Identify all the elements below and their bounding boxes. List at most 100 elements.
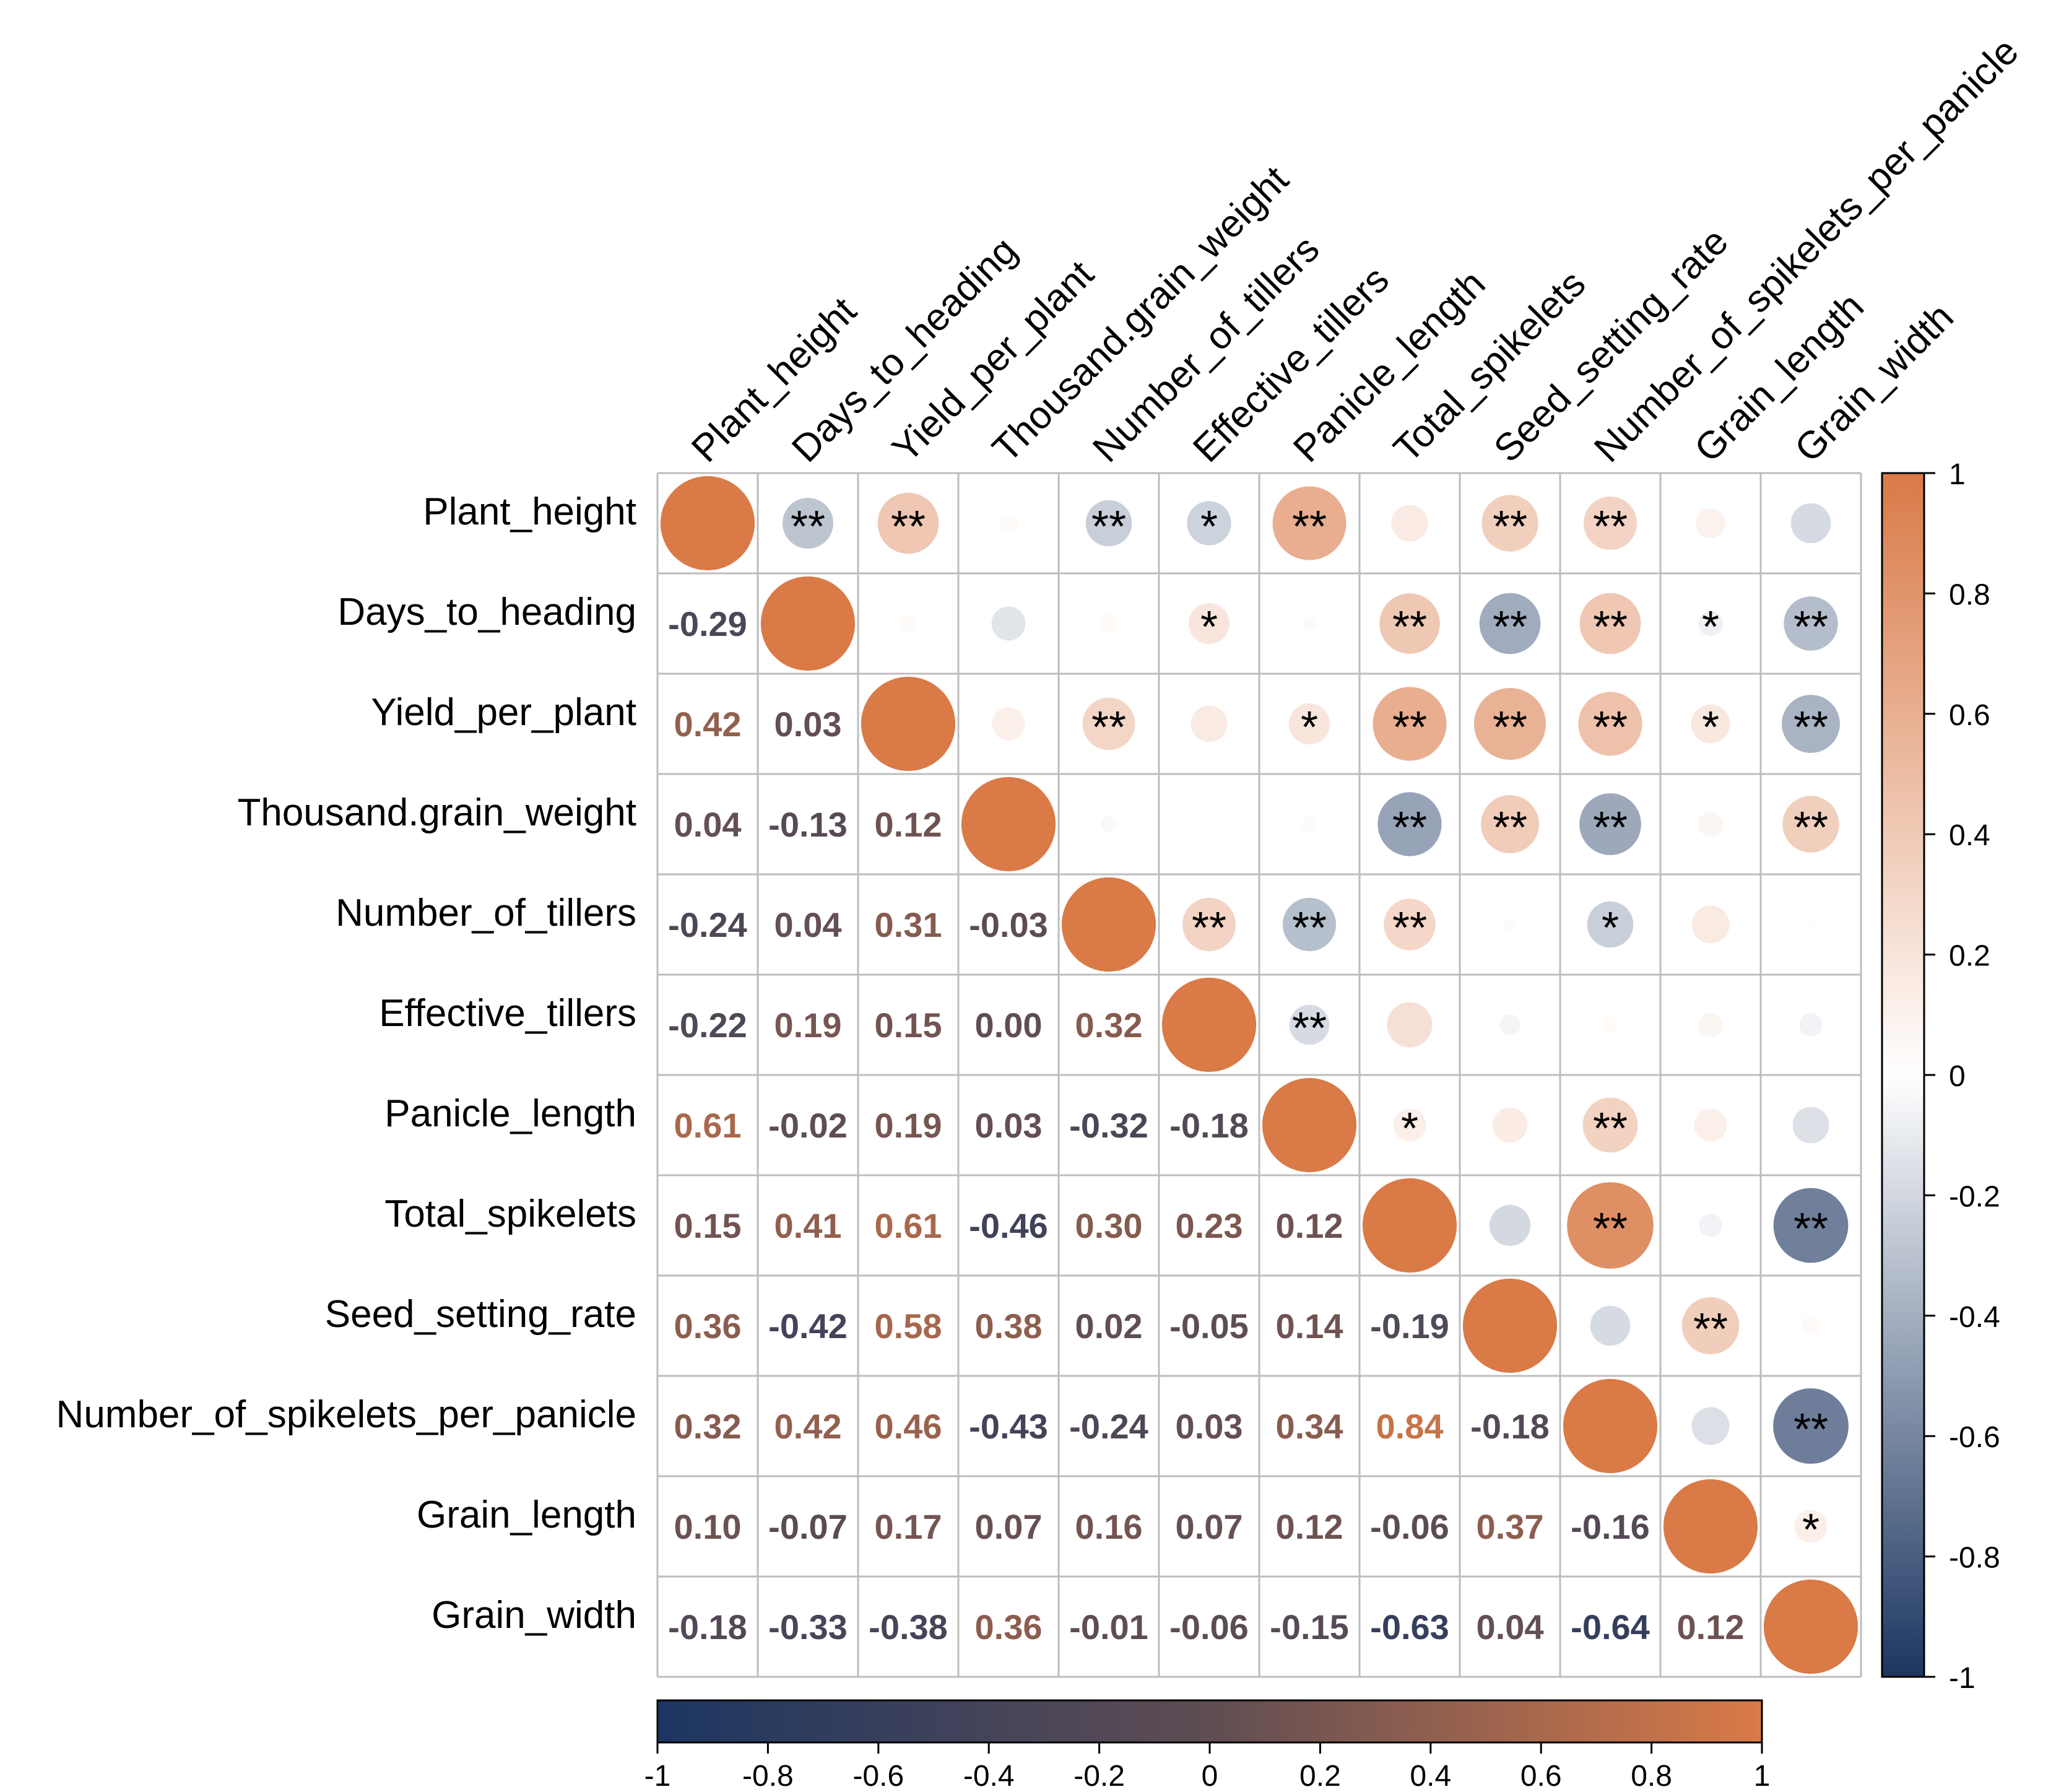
row-label: Days_to_heading bbox=[337, 591, 636, 633]
corr-value-Panicle_length-Days_to_heading: -0.02 bbox=[768, 1106, 848, 1145]
significance-mark: * bbox=[1702, 703, 1719, 752]
corr-value-Thousand.grain_weight-Plant_height: 0.04 bbox=[674, 805, 742, 844]
corr-circle-Effective_tillers-Total_spikelets bbox=[1387, 1002, 1433, 1048]
corr-value-Seed_setting_rate-Days_to_heading: -0.42 bbox=[768, 1307, 848, 1346]
corr-value-Grain_length-Panicle_length: 0.12 bbox=[1276, 1507, 1343, 1546]
corr-circle-Effective_tillers-Grain_length bbox=[1698, 1012, 1724, 1038]
corr-value-Total_spikelets-Days_to_heading: 0.41 bbox=[774, 1206, 842, 1245]
corr-circle-Seed_setting_rate-Number_of_spikelets_per_panicle bbox=[1590, 1305, 1631, 1346]
corr-value-Yield_per_plant-Plant_height: 0.42 bbox=[674, 705, 742, 744]
corr-value-Number_of_tillers-Thousand.grain_weight: -0.03 bbox=[969, 905, 1048, 944]
corr-circle-Effective_tillers-Seed_setting_rate bbox=[1499, 1014, 1520, 1035]
corr-value-Effective_tillers-Plant_height: -0.22 bbox=[668, 1006, 747, 1045]
row-label: Plant_height bbox=[423, 490, 636, 533]
colorbar-right-gradient bbox=[1881, 472, 1925, 1678]
corr-circle-Grain_length-Grain_length bbox=[1663, 1479, 1758, 1574]
colorbar-bottom-tick-label: 0 bbox=[1202, 1760, 1218, 1792]
significance-mark: * bbox=[1401, 1104, 1418, 1154]
colorbar-right-tick-label: 0.6 bbox=[1949, 699, 1990, 732]
colorbar-right-tick-label: -0.6 bbox=[1949, 1421, 2000, 1454]
row-label: Number_of_spikelets_per_panicle bbox=[56, 1393, 636, 1436]
corr-circle-Plant_height-Plant_height bbox=[660, 476, 755, 571]
corr-circle-Number_of_tillers-Grain_length bbox=[1691, 905, 1730, 944]
corr-circle-Thousand.grain_weight-Thousand.grain_weight bbox=[961, 776, 1056, 872]
corr-value-Grain_width-Days_to_heading: -0.33 bbox=[768, 1607, 848, 1646]
significance-mark: ** bbox=[1794, 1405, 1828, 1455]
significance-mark: ** bbox=[1593, 602, 1628, 652]
corr-circle-Plant_height-Number_of_spikelets_per_panicle bbox=[1583, 496, 1637, 550]
corr-value-Number_of_spikelets_per_panicle-Seed_setting_rate: -0.18 bbox=[1470, 1407, 1550, 1446]
corr-value-Panicle_length-Plant_height: 0.61 bbox=[674, 1106, 742, 1145]
corr-value-Total_spikelets-Effective_tillers: 0.23 bbox=[1176, 1206, 1243, 1245]
corr-circle-Seed_setting_rate-Seed_setting_rate bbox=[1462, 1278, 1558, 1373]
corr-value-Grain_width-Thousand.grain_weight: 0.36 bbox=[975, 1607, 1043, 1646]
row-label: Total_spikelets bbox=[384, 1193, 636, 1235]
corr-value-Seed_setting_rate-Thousand.grain_weight: 0.38 bbox=[975, 1307, 1043, 1346]
corr-circle-Thousand.grain_weight-Number_of_spikelets_per_panicle bbox=[1579, 793, 1641, 855]
corr-value-Seed_setting_rate-Yield_per_plant: 0.58 bbox=[875, 1307, 942, 1346]
significance-mark: * bbox=[1602, 903, 1619, 953]
matrix-marks: ** ** ** * ** ** **-0.29 * ** ** ** * **0.42 0.03 ** * *… bbox=[660, 476, 1859, 1674]
colorbar-right-tick-label: -0.4 bbox=[1949, 1301, 2000, 1334]
colorbar-right-tick-label: 0 bbox=[1949, 1060, 1966, 1093]
colorbar-right-tick-label: 0.4 bbox=[1949, 819, 1990, 852]
corr-value-Number_of_tillers-Days_to_heading: 0.04 bbox=[774, 905, 842, 944]
corr-circle-Grain_length-Grain_width bbox=[1794, 1510, 1828, 1543]
colorbar-right-tick-label: 0.8 bbox=[1949, 578, 1990, 611]
colorbar-bottom-tick-label: -0.6 bbox=[852, 1760, 904, 1792]
corr-circle-Total_spikelets-Number_of_spikelets_per_panicle bbox=[1567, 1182, 1654, 1269]
corr-circle-Panicle_length-Number_of_spikelets_per_panicle bbox=[1582, 1097, 1638, 1153]
significance-mark: ** bbox=[1794, 803, 1828, 853]
corr-value-Seed_setting_rate-Number_of_tillers: 0.02 bbox=[1075, 1307, 1143, 1346]
corr-value-Total_spikelets-Number_of_tillers: 0.30 bbox=[1075, 1206, 1143, 1245]
corr-circle-Grain_width-Grain_width bbox=[1763, 1579, 1859, 1674]
corr-value-Number_of_spikelets_per_panicle-Yield_per_plant: 0.46 bbox=[875, 1407, 942, 1446]
significance-mark: * bbox=[1301, 703, 1318, 752]
corr-value-Effective_tillers-Days_to_heading: 0.19 bbox=[774, 1006, 842, 1045]
colorbar-right-tick-label: 0.2 bbox=[1949, 940, 1990, 973]
colorbar-bottom-tick-label: 0.2 bbox=[1299, 1760, 1341, 1792]
corr-value-Total_spikelets-Thousand.grain_weight: -0.46 bbox=[969, 1206, 1048, 1245]
corr-value-Grain_width-Yield_per_plant: -0.38 bbox=[869, 1607, 948, 1646]
corr-circle-Panicle_length-Panicle_length bbox=[1262, 1077, 1357, 1173]
significance-mark: ** bbox=[1593, 1104, 1628, 1154]
corr-circle-Thousand.grain_weight-Total_spikelets bbox=[1377, 792, 1442, 856]
colorbar-bottom-tick-label: 0.6 bbox=[1520, 1760, 1562, 1792]
significance-mark: ** bbox=[791, 502, 825, 552]
colorbar-bottom: -1 -0.8 -0.6 -0.4 -0.2 0 0.2 0.4 0.6 0.8 1 bbox=[644, 1699, 1770, 1792]
corr-circle-Plant_height-Days_to_heading bbox=[783, 498, 833, 549]
significance-mark: ** bbox=[1493, 803, 1527, 853]
corr-value-Panicle_length-Number_of_tillers: -0.32 bbox=[1069, 1106, 1148, 1145]
corr-circle-Plant_height-Thousand.grain_weight bbox=[999, 513, 1018, 533]
corr-circle-Panicle_length-Total_spikelets bbox=[1393, 1108, 1426, 1142]
significance-mark: ** bbox=[1593, 803, 1628, 853]
corr-circle-Days_to_heading-Grain_length bbox=[1698, 611, 1724, 637]
corr-circle-Number_of_tillers-Panicle_length bbox=[1282, 897, 1337, 952]
corr-circle-Number_of_spikelets_per_panicle-Number_of_spikelets_per_panicle bbox=[1563, 1378, 1658, 1474]
significance-mark: ** bbox=[1593, 1204, 1628, 1254]
corr-circle-Effective_tillers-Effective_tillers bbox=[1161, 977, 1257, 1072]
corr-circle-Days_to_heading-Days_to_heading bbox=[760, 576, 856, 671]
corr-value-Days_to_heading-Plant_height: -0.29 bbox=[668, 604, 747, 643]
row-label: Number_of_tillers bbox=[336, 892, 636, 934]
row-label: Thousand.grain_weight bbox=[237, 791, 636, 834]
corr-value-Grain_width-Grain_length: 0.12 bbox=[1677, 1607, 1745, 1646]
corr-circle-Days_to_heading-Grain_width bbox=[1784, 596, 1838, 651]
significance-mark: ** bbox=[1593, 502, 1628, 552]
corr-circle-Number_of_tillers-Effective_tillers bbox=[1182, 897, 1236, 952]
significance-mark: ** bbox=[1392, 803, 1427, 853]
colorbar-bottom-tick-label: 0.4 bbox=[1410, 1760, 1451, 1792]
significance-mark: ** bbox=[1392, 903, 1427, 953]
significance-mark: ** bbox=[1693, 1305, 1728, 1354]
corr-value-Grain_length-Yield_per_plant: 0.17 bbox=[875, 1507, 942, 1546]
corr-circle-Panicle_length-Grain_width bbox=[1792, 1107, 1829, 1144]
significance-mark: ** bbox=[1292, 903, 1327, 953]
row-label: Effective_tillers bbox=[379, 992, 636, 1035]
corr-circle-Days_to_heading-Thousand.grain_weight bbox=[991, 606, 1026, 641]
significance-mark: * bbox=[1200, 602, 1218, 652]
significance-mark: ** bbox=[1292, 1004, 1327, 1053]
corr-circle-Effective_tillers-Number_of_spikelets_per_panicle bbox=[1602, 1016, 1619, 1033]
corr-value-Total_spikelets-Plant_height: 0.15 bbox=[674, 1206, 742, 1245]
corr-circle-Thousand.grain_weight-Grain_width bbox=[1782, 796, 1839, 853]
corr-value-Number_of_spikelets_per_panicle-Days_to_heading: 0.42 bbox=[774, 1407, 842, 1446]
